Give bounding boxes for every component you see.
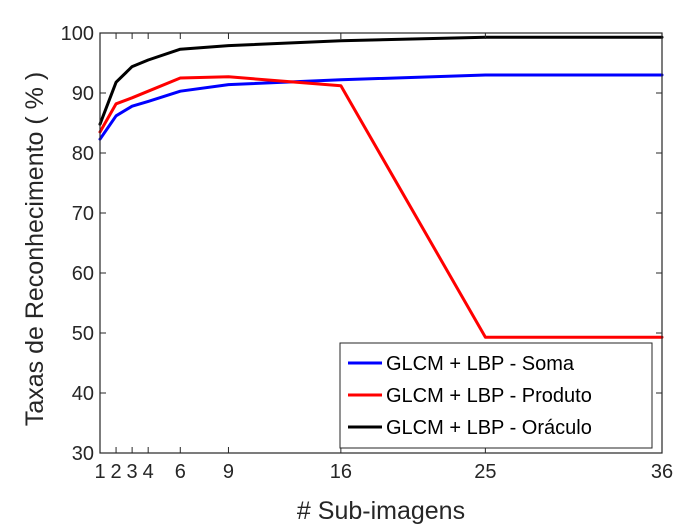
- x-tick-label: 16: [330, 461, 352, 483]
- x-tick-label: 25: [474, 461, 496, 483]
- legend-box: [339, 342, 653, 449]
- legend: GLCM + LBP - Soma GLCM + LBP - Produto GLC…: [339, 342, 653, 449]
- y-tick-label: 60: [72, 263, 94, 285]
- x-tick-label: 2: [110, 461, 121, 483]
- x-tick-label: 9: [223, 461, 234, 483]
- x-tick-label: 6: [175, 461, 186, 483]
- y-tick-label: 70: [72, 203, 94, 225]
- y-tick-label: 80: [72, 143, 94, 165]
- x-tick-label: 36: [651, 461, 673, 483]
- legend-entry-3: GLCM + LBP - Oráculo: [386, 417, 592, 439]
- y-tick-label: 90: [72, 83, 94, 105]
- y-tick-label: 100: [61, 23, 94, 45]
- axis-ticks: 30 40 50 60 70 80 90 100 1 2 3 4 6 9 16 25 36: [61, 23, 674, 483]
- y-tick-label: 50: [72, 323, 94, 345]
- y-axis-label: Taxas de Reconhecimento ( % ): [21, 72, 49, 426]
- y-tick-label: 30: [72, 443, 94, 465]
- legend-entry-1: GLCM + LBP - Soma: [386, 353, 575, 375]
- x-axis-label: # Sub-imagens: [297, 497, 465, 525]
- series-line-1: [98, 73, 664, 141]
- legend-entry-2: GLCM + LBP - Produto: [386, 385, 592, 407]
- y-tick-label: 40: [72, 383, 94, 405]
- x-tick-label: 3: [127, 461, 138, 483]
- plot-area-frame: [99, 32, 663, 454]
- series-line-2: [98, 75, 664, 339]
- x-tick-label: 4: [143, 461, 154, 483]
- series-line-3: [98, 35, 664, 126]
- x-tick-label: 1: [94, 461, 105, 483]
- series-lines: [98, 35, 664, 339]
